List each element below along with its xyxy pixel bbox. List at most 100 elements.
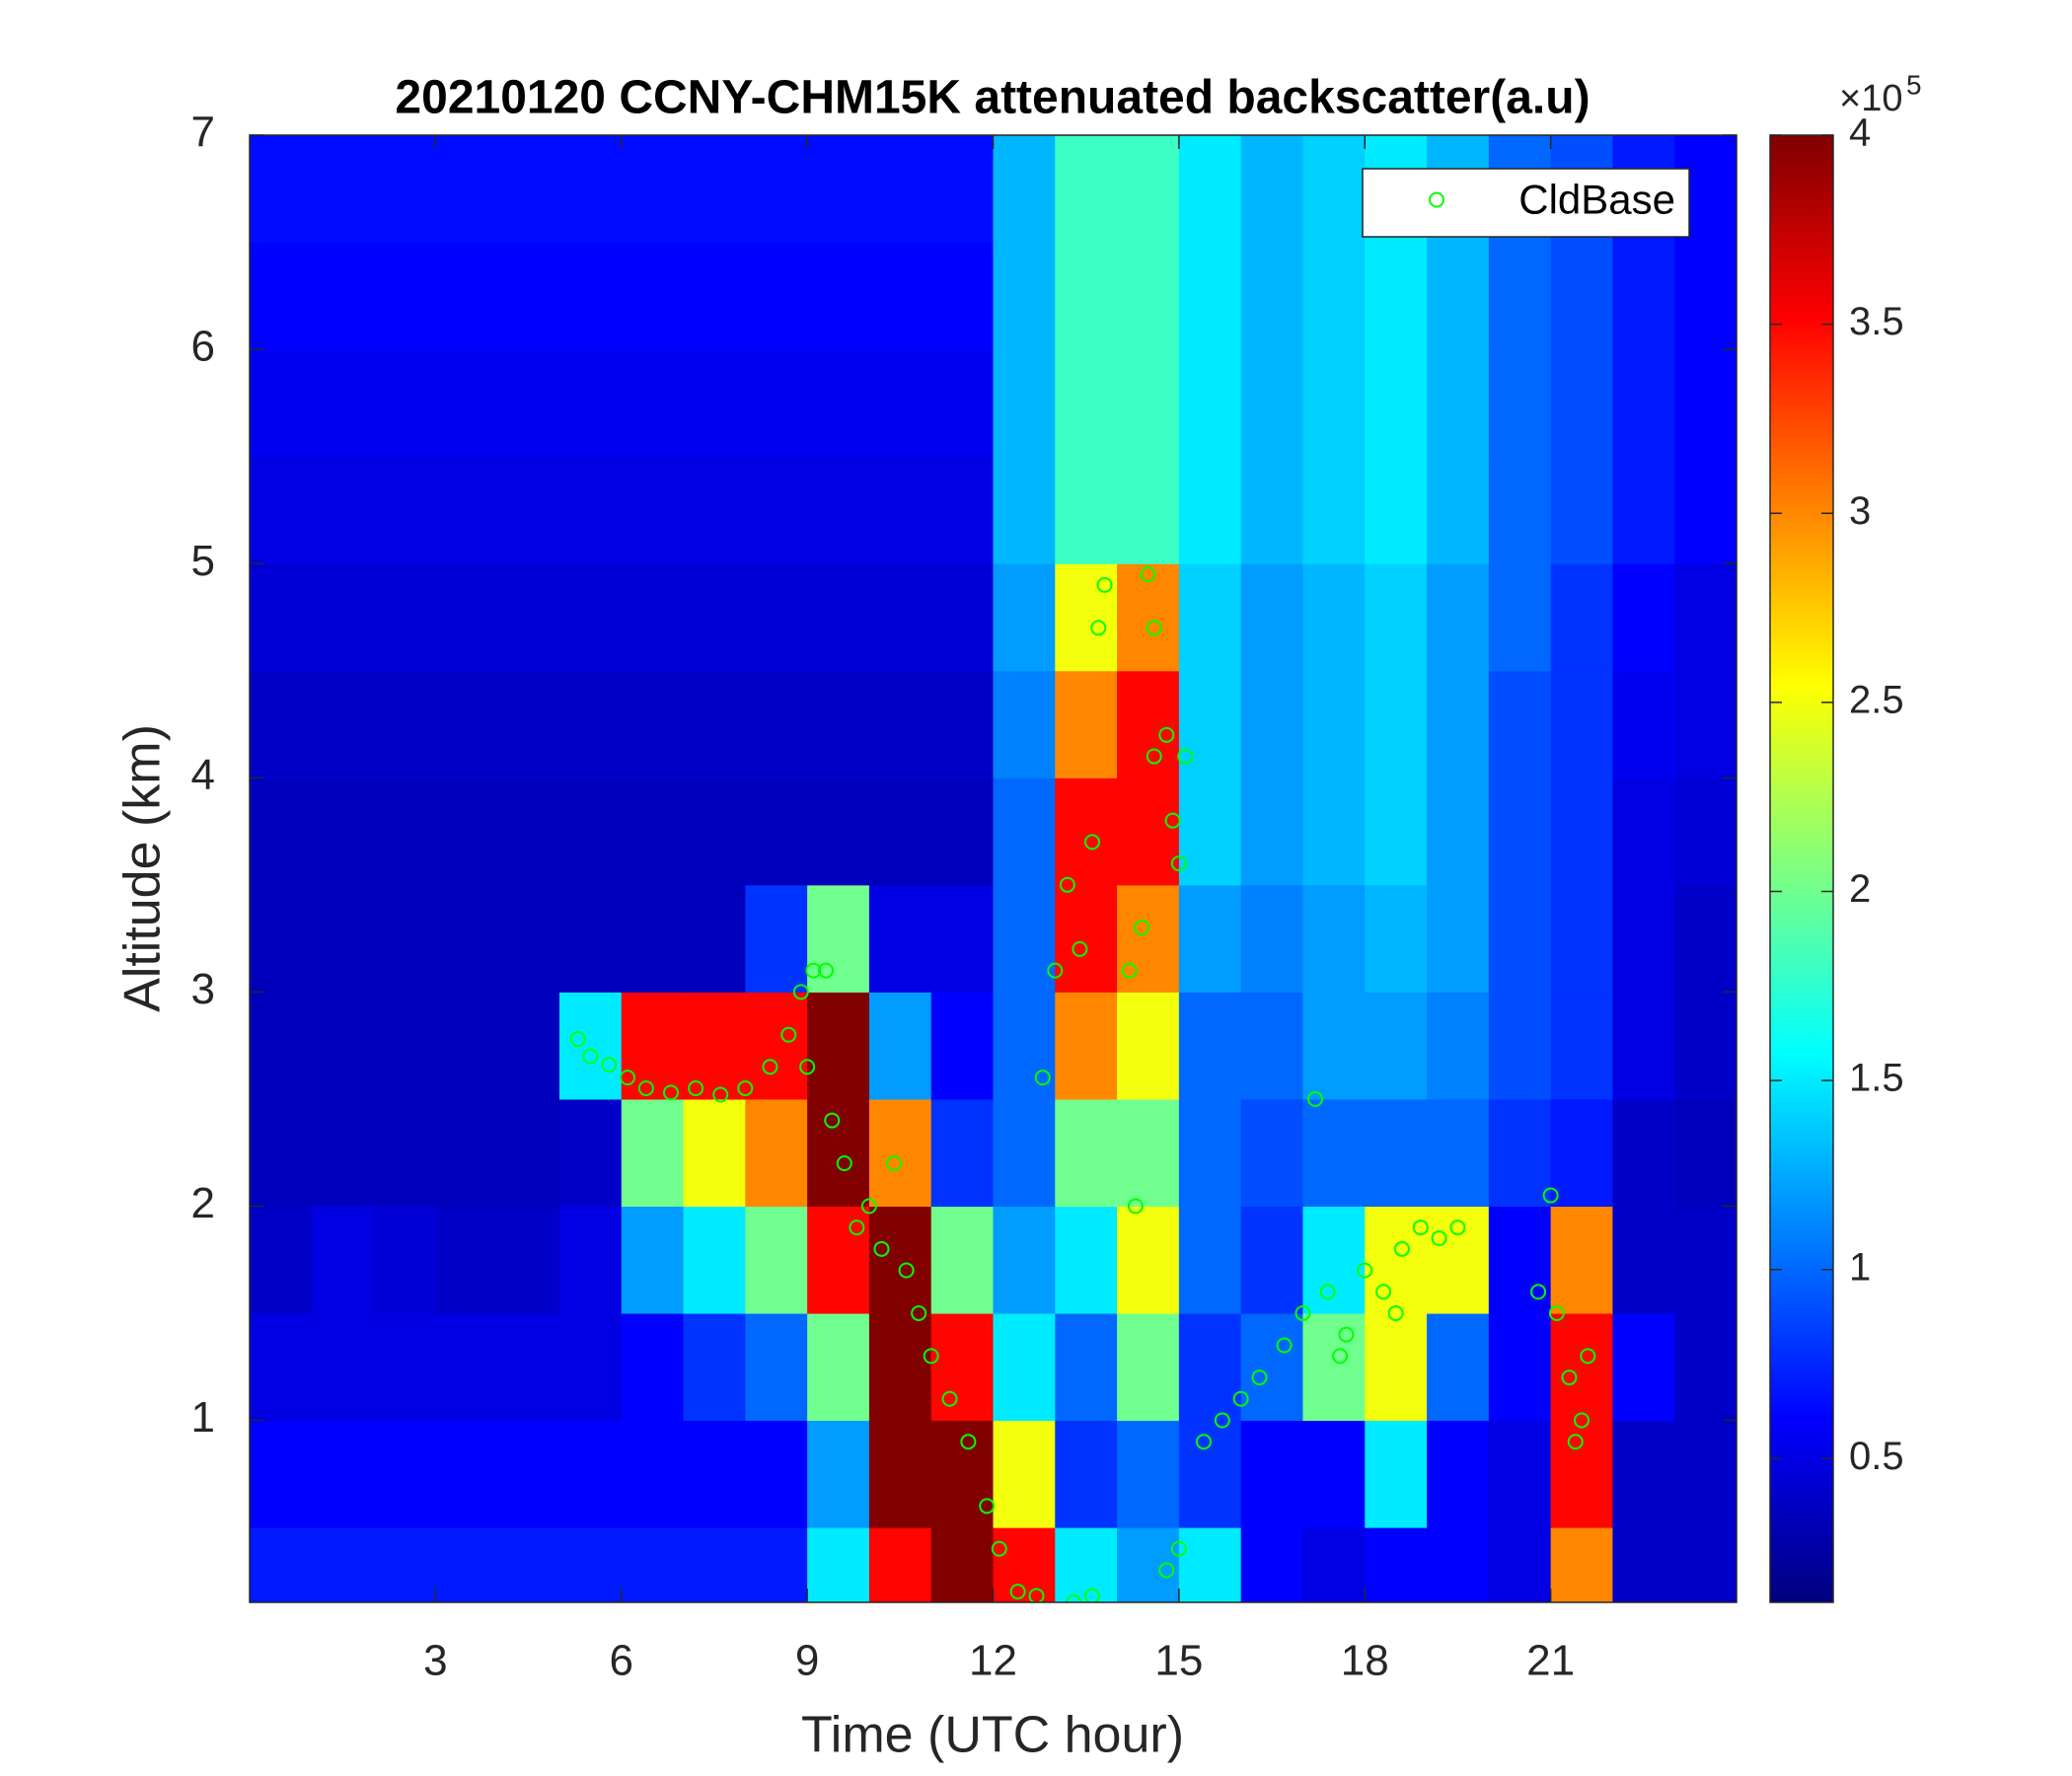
- heat-cell: [1488, 1098, 1552, 1208]
- heat-cell: [435, 456, 498, 564]
- cloud-base-point: [836, 1154, 852, 1171]
- heat-cell: [1240, 135, 1304, 244]
- heat-cell: [1427, 1527, 1490, 1602]
- cloud-base-point: [1170, 1540, 1187, 1557]
- heat-cell: [1302, 1312, 1366, 1422]
- cloud-base-point: [1146, 620, 1162, 636]
- heat-cell: [1178, 1206, 1242, 1314]
- heat-cell: [1240, 1527, 1304, 1602]
- heat-cell: [1674, 670, 1737, 778]
- cloud-base-point: [805, 962, 822, 979]
- heat-cell: [993, 135, 1056, 244]
- heat-cell: [1550, 670, 1614, 778]
- heat-cell: [1674, 1098, 1737, 1208]
- heat-cell: [683, 349, 746, 458]
- heat-cell: [1365, 1527, 1428, 1602]
- heat-cell: [435, 884, 498, 993]
- heat-cell: [868, 349, 932, 458]
- heat-cell: [621, 349, 685, 458]
- colorbar-tick-label: 0.5: [1849, 1435, 1904, 1478]
- heat-cell: [745, 349, 808, 458]
- heat-cell: [807, 1420, 870, 1528]
- heat-cell: [1550, 1098, 1614, 1208]
- cloud-base-point: [1146, 748, 1162, 765]
- heat-cell: [1612, 777, 1675, 886]
- chart-title: 20210120 CCNY-CHM15K attenuated backscat…: [395, 72, 1590, 124]
- heat-cell: [311, 349, 375, 458]
- heat-cell: [930, 1206, 995, 1314]
- heat-cell: [558, 349, 623, 458]
- heat-cell: [250, 1420, 313, 1528]
- heat-cell: [1178, 1527, 1242, 1602]
- heat-cell: [1427, 1312, 1490, 1422]
- heat-cell: [1550, 777, 1614, 886]
- heat-cell: [1488, 1206, 1552, 1314]
- cloud-base-point: [1072, 940, 1088, 957]
- cloud-base-point: [1083, 1588, 1100, 1602]
- cloud-base-point: [1170, 855, 1187, 872]
- heat-cell: [435, 135, 498, 244]
- cloud-base-point: [1134, 920, 1150, 936]
- heat-cell: [250, 992, 313, 1100]
- heat-cell: [1612, 1312, 1675, 1422]
- heat-cell: [1550, 884, 1614, 993]
- heat-cell: [1365, 1098, 1428, 1208]
- heat-cell: [1674, 563, 1737, 672]
- colorbar-scale: ×10: [1839, 78, 1902, 119]
- heat-cell: [311, 563, 375, 672]
- legend-marker: [1429, 191, 1444, 208]
- heat-cell: [373, 563, 436, 672]
- heat-cell: [558, 777, 623, 886]
- heat-cell: [1178, 242, 1242, 350]
- heat-cell: [1674, 1527, 1737, 1602]
- heat-cell: [1427, 670, 1490, 778]
- heat-cell: [1427, 777, 1490, 886]
- heat-cell: [497, 777, 560, 886]
- cloud-base-point: [941, 1390, 958, 1407]
- heat-cell: [1488, 777, 1552, 886]
- heat-cell: [621, 992, 685, 1100]
- heat-cell: [1674, 242, 1737, 350]
- heat-cell: [807, 456, 870, 564]
- heat-cell: [1055, 992, 1118, 1100]
- cloud-base-point: [601, 1057, 618, 1073]
- heat-cell: [435, 1098, 498, 1208]
- heat-cell: [1117, 135, 1180, 244]
- heat-cell: [930, 884, 995, 993]
- heat-cell: [1178, 135, 1242, 244]
- cloud-base-point: [1338, 1326, 1355, 1343]
- heat-cell: [1612, 670, 1675, 778]
- heat-cell: [497, 1420, 560, 1528]
- cloud-base-point: [1431, 1229, 1447, 1246]
- heat-cell: [1612, 1420, 1675, 1528]
- heat-cell: [497, 456, 560, 564]
- heat-cell: [1488, 242, 1552, 350]
- heat-cell: [435, 777, 498, 886]
- heat-cell: [250, 135, 313, 244]
- cloud-base-point: [1393, 1240, 1410, 1257]
- heat-cell: [558, 1420, 623, 1528]
- x-tick-label: 21: [1526, 1637, 1575, 1685]
- heat-cell: [1365, 1312, 1428, 1422]
- cloud-base-point: [712, 1086, 729, 1103]
- cloud-base-point: [1047, 962, 1064, 979]
- heat-cell: [621, 1098, 685, 1208]
- colorbar-tick-label: 4: [1849, 111, 1871, 155]
- heat-cell: [930, 242, 995, 350]
- heat-cell: [621, 1206, 685, 1314]
- heat-cell: [1055, 1420, 1118, 1528]
- heat-cell: [1427, 1206, 1490, 1314]
- heat-cell: [621, 884, 685, 993]
- heat-cell: [373, 1098, 436, 1208]
- heat-cell: [1427, 563, 1490, 672]
- heat-cell: [1302, 1420, 1366, 1528]
- heat-cell: [807, 992, 870, 1100]
- heat-cell: [807, 1206, 870, 1314]
- heat-cell: [435, 1527, 498, 1602]
- heat-cell: [1240, 670, 1304, 778]
- heat-cell: [993, 1312, 1056, 1422]
- heat-cell: [993, 884, 1056, 993]
- heat-cell: [868, 777, 932, 886]
- heat-cell: [1055, 349, 1118, 458]
- heat-cell: [807, 135, 870, 244]
